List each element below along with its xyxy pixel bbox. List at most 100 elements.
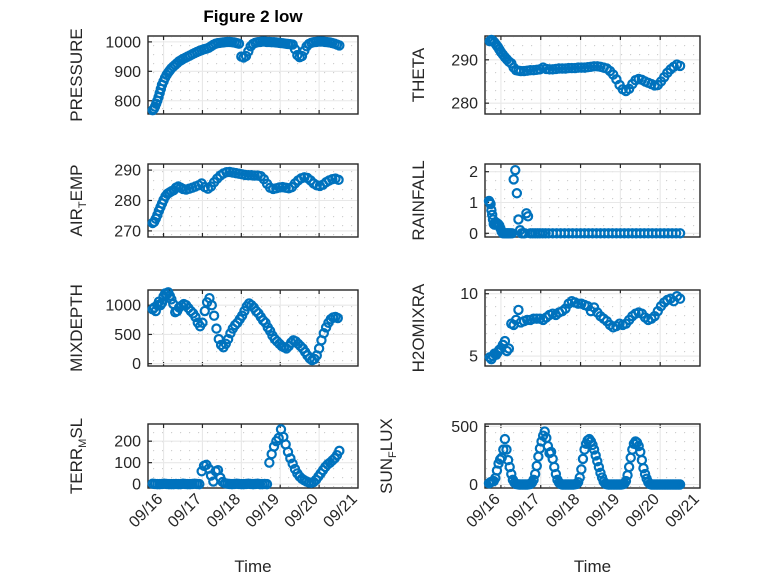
data-point bbox=[623, 461, 635, 473]
data-point bbox=[638, 463, 649, 474]
y-tick-label: 100 bbox=[114, 455, 141, 472]
y-axis-label: THETA bbox=[409, 47, 428, 102]
data-point bbox=[197, 317, 208, 328]
data-point bbox=[576, 464, 587, 475]
y-tick-label: 1000 bbox=[105, 298, 141, 315]
data-point bbox=[539, 426, 550, 437]
panel-top-left: 800 900 1000 PRESSURE bbox=[67, 28, 359, 122]
figure-title: Figure 2 low bbox=[203, 7, 303, 26]
data-point bbox=[590, 450, 601, 461]
y-axis-label: AIRTEMP bbox=[67, 165, 89, 237]
data-point bbox=[194, 478, 205, 490]
data-point bbox=[513, 304, 524, 316]
data-point bbox=[670, 228, 682, 239]
data-point bbox=[501, 444, 512, 455]
data-point bbox=[215, 339, 227, 351]
data-point bbox=[190, 311, 201, 323]
data-point bbox=[674, 293, 686, 304]
y-axis-label: SUNFLUX bbox=[377, 418, 399, 494]
y-tick-label: 1000 bbox=[105, 34, 141, 51]
data-series bbox=[147, 287, 343, 366]
minor-grid bbox=[486, 165, 699, 236]
data-point bbox=[499, 433, 511, 445]
data-series bbox=[484, 291, 686, 365]
data-point bbox=[334, 445, 345, 457]
y-tick-label: 900 bbox=[114, 64, 141, 81]
data-point bbox=[287, 458, 298, 469]
data-point bbox=[633, 440, 644, 452]
panel-low-right: 5 10 H2OMIXRA bbox=[409, 283, 701, 372]
data-point bbox=[508, 174, 519, 185]
panel-mid-right: 0 1 2 RAINFALL bbox=[409, 160, 701, 243]
data-point bbox=[595, 467, 606, 479]
data-point bbox=[233, 38, 245, 49]
data-point bbox=[485, 198, 496, 210]
data-point bbox=[550, 468, 562, 480]
data-point bbox=[674, 228, 686, 239]
data-point bbox=[285, 453, 296, 464]
data-point bbox=[577, 453, 589, 465]
panel-mid-left: 270 280 290 AIRTEMP bbox=[67, 163, 359, 240]
data-point bbox=[222, 333, 234, 345]
data-point bbox=[522, 211, 534, 222]
data-series bbox=[483, 164, 686, 239]
y-axis-label: MIXDEPTH bbox=[67, 284, 86, 372]
y-tick-label: 200 bbox=[114, 434, 141, 451]
y-tick-label: 0 bbox=[132, 356, 141, 373]
data-point bbox=[292, 49, 303, 61]
data-point bbox=[206, 300, 217, 311]
data-point bbox=[513, 214, 524, 225]
minor-grid bbox=[149, 425, 357, 487]
data-series bbox=[147, 424, 345, 490]
data-point bbox=[333, 174, 344, 186]
data-point bbox=[579, 444, 590, 455]
data-point bbox=[318, 328, 329, 339]
y-tick-label: 290 bbox=[451, 52, 478, 69]
data-point bbox=[674, 60, 686, 72]
y-axis-label: RAINFALL bbox=[409, 160, 428, 240]
data-point bbox=[213, 333, 224, 345]
y-axis-label: TERRMSL bbox=[67, 418, 89, 494]
panel-low-left: 0 500 1000 MIXDEPTH bbox=[67, 284, 359, 373]
data-point bbox=[243, 46, 254, 57]
y-tick-label: 1 bbox=[469, 195, 478, 212]
x-axis-label: Time bbox=[234, 557, 271, 576]
y-tick-label: 0 bbox=[132, 477, 141, 494]
data-point bbox=[334, 40, 345, 51]
y-tick-label: 10 bbox=[460, 286, 478, 303]
data-point bbox=[296, 50, 308, 62]
y-tick-label: 5 bbox=[469, 349, 478, 366]
x-axis-label: Time bbox=[574, 557, 611, 576]
data-point bbox=[620, 475, 632, 487]
data-point bbox=[593, 461, 605, 473]
data-point bbox=[511, 188, 523, 199]
data-series bbox=[147, 36, 345, 116]
data-point bbox=[503, 343, 515, 354]
data-point bbox=[674, 479, 686, 490]
y-tick-label: 2 bbox=[469, 164, 478, 181]
data-point bbox=[257, 315, 269, 326]
data-point bbox=[531, 460, 542, 472]
y-tick-label: 800 bbox=[114, 93, 141, 110]
data-series bbox=[484, 34, 686, 97]
data-series bbox=[483, 426, 686, 490]
y-axis-label: PRESSURE bbox=[67, 28, 86, 122]
data-point bbox=[592, 456, 603, 467]
y-tick-label: 280 bbox=[114, 193, 141, 210]
data-point bbox=[261, 478, 273, 490]
data-point bbox=[156, 297, 168, 309]
data-point bbox=[486, 209, 498, 221]
data-point bbox=[208, 310, 220, 321]
data-point bbox=[528, 474, 539, 486]
y-tick-label: 290 bbox=[114, 163, 141, 180]
data-point bbox=[199, 305, 210, 317]
y-tick-label: 500 bbox=[451, 419, 478, 436]
data-point bbox=[588, 444, 600, 455]
data-point bbox=[506, 468, 517, 480]
panel-top-right: 280 290 THETA bbox=[409, 34, 701, 115]
data-point bbox=[268, 441, 280, 452]
data-point bbox=[486, 204, 497, 216]
